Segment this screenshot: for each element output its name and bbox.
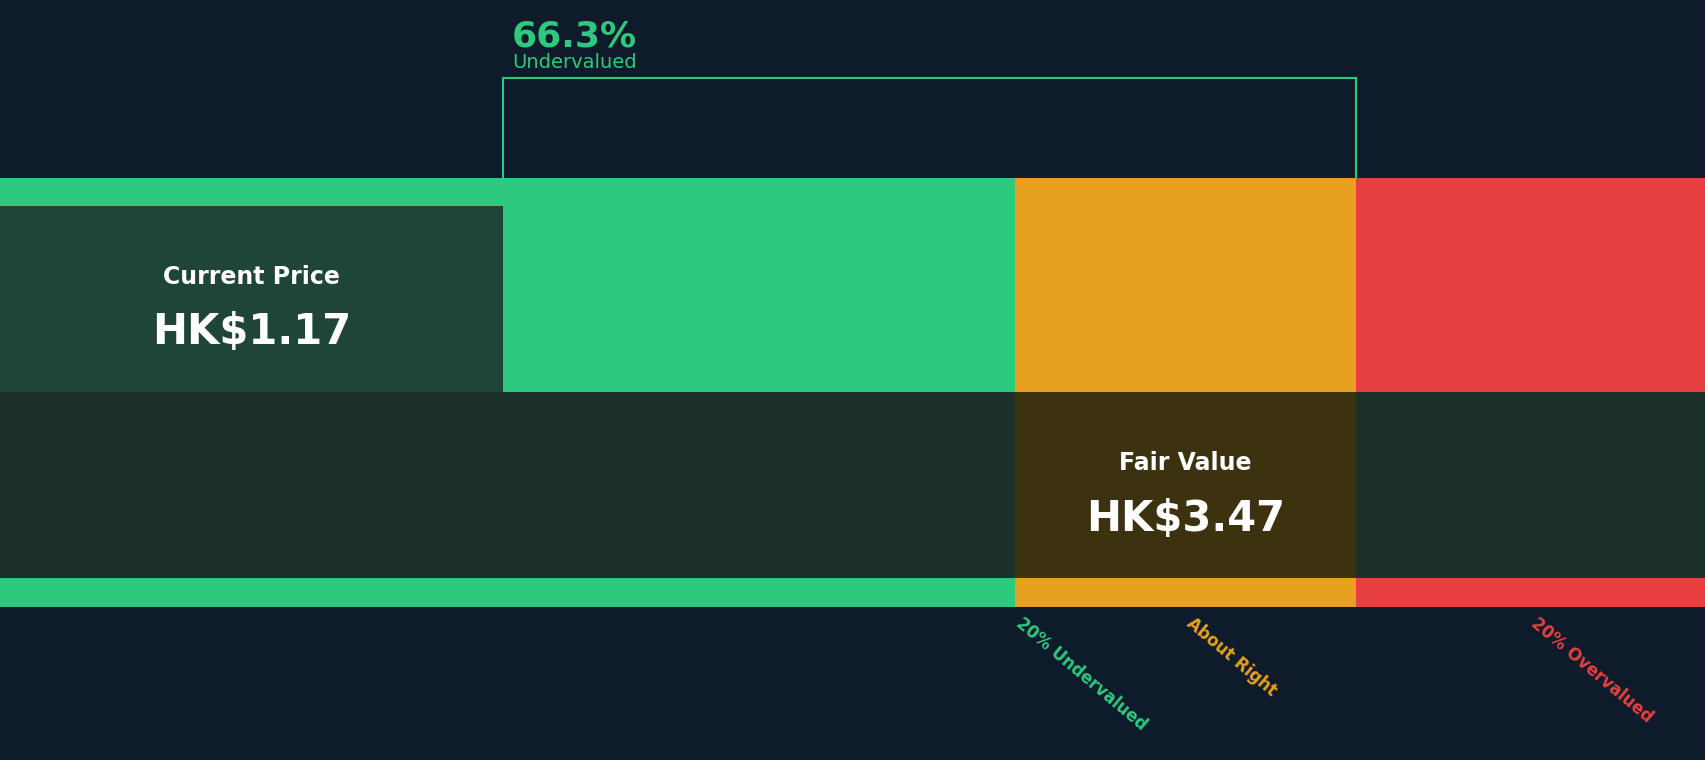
Text: Fair Value: Fair Value (1118, 451, 1251, 475)
Text: About Right: About Right (1182, 614, 1279, 700)
Text: 20% Overvalued: 20% Overvalued (1526, 614, 1656, 726)
Bar (1014, 206, 1355, 392)
Bar (1355, 578, 1705, 606)
Text: Current Price: Current Price (164, 264, 339, 289)
Bar (0, 392, 1705, 578)
Bar (1014, 392, 1355, 578)
Bar (0, 178, 1705, 206)
Text: Undervalued: Undervalued (512, 53, 636, 72)
Text: 66.3%: 66.3% (512, 20, 636, 54)
Text: 20% Undervalued: 20% Undervalued (1011, 614, 1149, 733)
Bar (1014, 392, 1355, 578)
Bar (1014, 178, 1355, 206)
Text: HK$1.17: HK$1.17 (152, 311, 351, 353)
Bar (0, 206, 1014, 392)
Bar (0, 578, 1705, 606)
Bar (0, 206, 503, 392)
Text: HK$3.47: HK$3.47 (1086, 498, 1284, 540)
Bar (1355, 206, 1705, 392)
Bar (1014, 578, 1355, 606)
Bar (1355, 178, 1705, 206)
